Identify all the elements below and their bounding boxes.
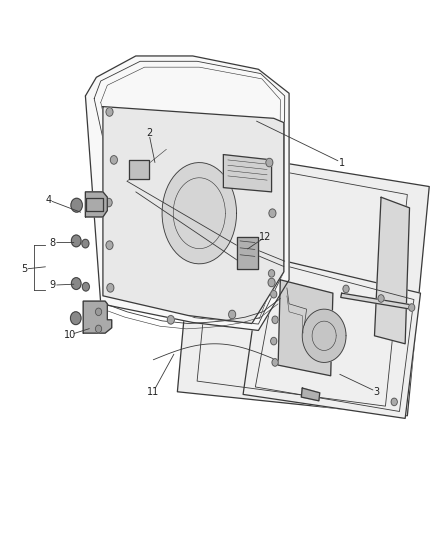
Text: 10: 10 xyxy=(64,330,76,340)
Circle shape xyxy=(268,270,275,277)
Circle shape xyxy=(105,198,112,207)
Circle shape xyxy=(71,235,81,247)
Circle shape xyxy=(391,398,397,406)
Polygon shape xyxy=(85,192,107,217)
Circle shape xyxy=(107,284,114,292)
Text: 12: 12 xyxy=(259,232,271,242)
Circle shape xyxy=(229,310,236,319)
Polygon shape xyxy=(278,280,333,376)
Circle shape xyxy=(271,337,277,345)
Circle shape xyxy=(271,290,277,298)
Text: 4: 4 xyxy=(45,195,51,205)
Text: 3: 3 xyxy=(374,387,380,397)
Circle shape xyxy=(237,166,253,185)
Circle shape xyxy=(71,278,81,289)
Polygon shape xyxy=(237,237,258,269)
Text: 11: 11 xyxy=(147,387,159,397)
Polygon shape xyxy=(162,163,237,264)
Circle shape xyxy=(106,108,113,116)
Text: 9: 9 xyxy=(49,280,56,290)
Circle shape xyxy=(245,248,258,264)
Polygon shape xyxy=(374,197,410,344)
Circle shape xyxy=(71,312,81,325)
Text: 5: 5 xyxy=(21,264,27,274)
Polygon shape xyxy=(302,309,346,362)
Circle shape xyxy=(409,304,415,311)
Polygon shape xyxy=(86,198,103,211)
Circle shape xyxy=(266,158,273,167)
Circle shape xyxy=(110,156,117,164)
Text: 8: 8 xyxy=(49,238,56,247)
Circle shape xyxy=(167,316,174,324)
Circle shape xyxy=(106,241,113,249)
Text: 1: 1 xyxy=(339,158,345,167)
Circle shape xyxy=(272,316,278,324)
Circle shape xyxy=(82,282,89,291)
Circle shape xyxy=(268,278,275,287)
Circle shape xyxy=(71,198,82,212)
Circle shape xyxy=(95,325,102,333)
Circle shape xyxy=(378,295,384,302)
Polygon shape xyxy=(301,388,320,401)
Text: 2: 2 xyxy=(146,128,152,138)
Polygon shape xyxy=(243,256,420,418)
Polygon shape xyxy=(341,293,412,309)
Circle shape xyxy=(269,209,276,217)
Circle shape xyxy=(272,359,278,366)
Polygon shape xyxy=(85,56,289,330)
Polygon shape xyxy=(177,149,429,416)
Circle shape xyxy=(343,285,349,293)
Polygon shape xyxy=(83,301,112,333)
Polygon shape xyxy=(223,155,272,192)
Polygon shape xyxy=(129,160,149,179)
Circle shape xyxy=(95,308,102,316)
Circle shape xyxy=(82,239,89,248)
Polygon shape xyxy=(103,107,284,324)
